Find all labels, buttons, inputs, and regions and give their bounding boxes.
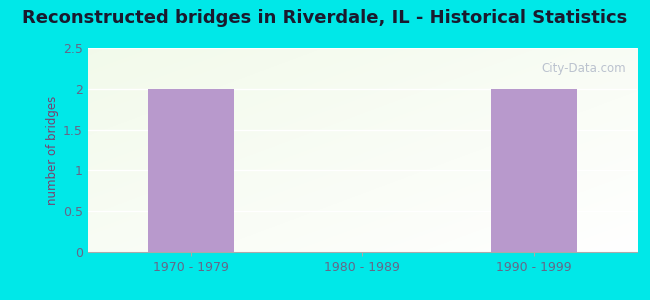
Bar [491,89,577,252]
Text: Reconstructed bridges in Riverdale, IL - Historical Statistics: Reconstructed bridges in Riverdale, IL -… [22,9,628,27]
Bar [148,89,233,252]
Text: City-Data.com: City-Data.com [541,62,626,75]
Y-axis label: number of bridges: number of bridges [46,95,58,205]
